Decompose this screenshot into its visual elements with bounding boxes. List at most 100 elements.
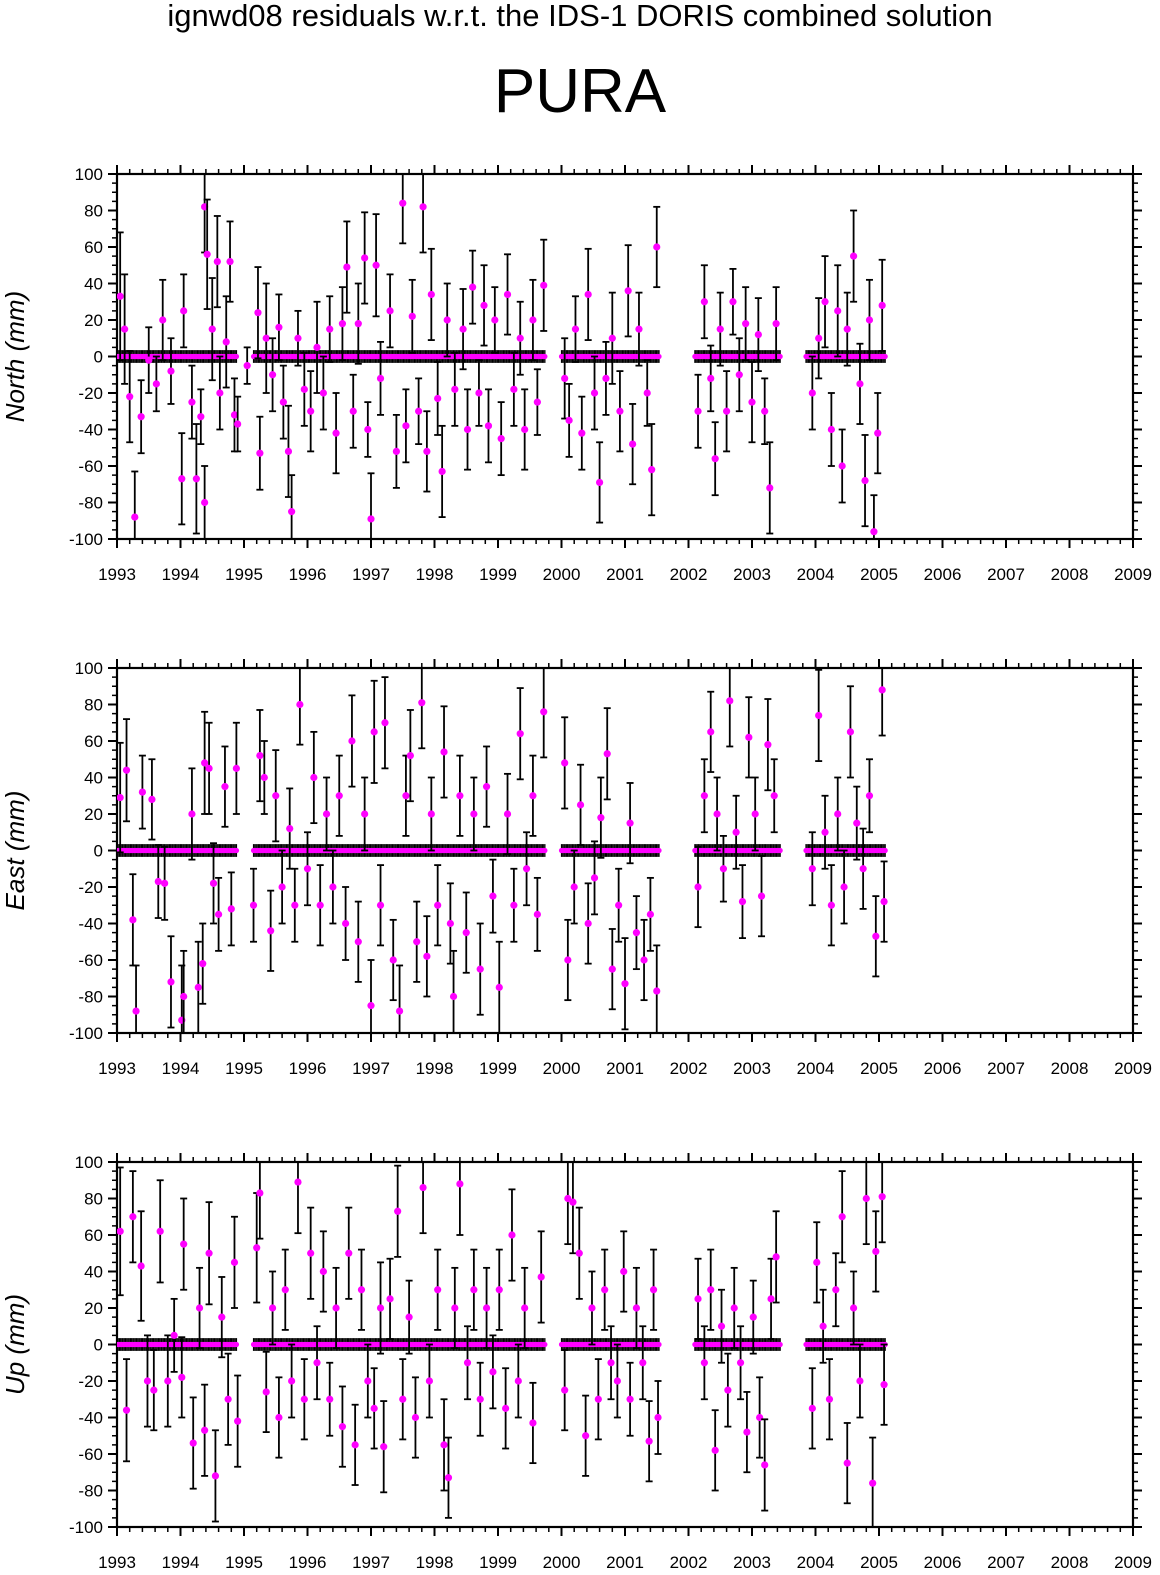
zero-data-point (778, 354, 783, 359)
data-point (694, 408, 701, 415)
x-tick-label: 2000 (543, 1553, 581, 1572)
x-tick-label: 2006 (924, 565, 962, 584)
x-tick-label: 1995 (225, 565, 263, 584)
data-point (188, 399, 195, 406)
y-tick-label: -20 (78, 384, 103, 403)
data-point (464, 426, 471, 433)
data-point (585, 920, 592, 927)
data-point (609, 335, 616, 342)
data-point (159, 316, 166, 323)
data-point (856, 380, 863, 387)
data-point (180, 307, 187, 314)
x-tick-label: 1998 (416, 1059, 454, 1078)
data-point (310, 774, 317, 781)
data-point (447, 920, 454, 927)
y-tick-label: 20 (84, 311, 103, 330)
data-point (329, 883, 336, 890)
data-point (361, 810, 368, 817)
data-point (396, 1008, 403, 1015)
data-point (355, 938, 362, 945)
data-point (209, 326, 216, 333)
x-tick-label: 2003 (733, 1059, 771, 1078)
y-tick-label: 40 (84, 275, 103, 294)
x-tick-label: 2002 (670, 1059, 708, 1078)
zero-data-point (234, 1342, 239, 1347)
y-tick-label: -20 (78, 1372, 103, 1391)
data-point (534, 399, 541, 406)
x-tick-label: 2004 (797, 1059, 835, 1078)
data-point (834, 810, 841, 817)
data-point (304, 865, 311, 872)
data-point (145, 357, 152, 364)
data-point (504, 291, 511, 298)
data-point (809, 865, 816, 872)
data-point (866, 792, 873, 799)
data-point (469, 284, 476, 291)
data-point (566, 417, 573, 424)
y-tick-label: 40 (84, 769, 103, 788)
data-point (197, 413, 204, 420)
data-point (872, 933, 879, 940)
zero-data-point (542, 848, 547, 853)
data-point (510, 386, 517, 393)
data-point (139, 789, 146, 796)
zero-data-point (778, 1342, 783, 1347)
data-point (483, 783, 490, 790)
data-point (121, 326, 128, 333)
data-point (629, 441, 636, 448)
data-point (815, 712, 822, 719)
data-point (713, 810, 720, 817)
data-point (736, 371, 743, 378)
x-tick-label: 2008 (1051, 565, 1089, 584)
data-point (571, 883, 578, 890)
data-point (485, 422, 492, 429)
x-tick-label: 1996 (289, 1059, 327, 1078)
data-point (204, 251, 211, 258)
data-point (215, 911, 222, 918)
x-tick-label: 1998 (416, 565, 454, 584)
data-point (291, 902, 298, 909)
up-axis-title: Up (mm) (0, 1294, 30, 1395)
data-point (180, 993, 187, 1000)
data-point (529, 792, 536, 799)
data-point (870, 528, 877, 535)
data-point (288, 508, 295, 515)
x-tick-label: 1999 (479, 1553, 517, 1572)
x-tick-label: 2002 (670, 1553, 708, 1572)
zero-data-point (542, 1342, 547, 1347)
data-point (644, 389, 651, 396)
y-tick-label: 0 (94, 842, 103, 861)
data-point (233, 765, 240, 772)
data-point (850, 253, 857, 260)
data-point (874, 430, 881, 437)
data-point (350, 408, 357, 415)
data-point (280, 399, 287, 406)
data-point (317, 902, 324, 909)
data-point (729, 298, 736, 305)
data-point (821, 829, 828, 836)
data-point (263, 335, 270, 342)
data-point (615, 902, 622, 909)
data-point (364, 426, 371, 433)
data-point (640, 956, 647, 963)
data-point (126, 393, 133, 400)
data-point (847, 728, 854, 735)
data-point (117, 794, 124, 801)
data-point (707, 728, 714, 735)
data-point (853, 820, 860, 827)
data-point (294, 335, 301, 342)
data-point (332, 430, 339, 437)
y-tick-label: -100 (69, 530, 103, 549)
zero-data-point (234, 354, 239, 359)
x-tick-label: 2000 (543, 1059, 581, 1078)
y-tick-label: 40 (84, 1263, 103, 1282)
x-tick-label: 2009 (1114, 565, 1152, 584)
data-point (131, 514, 138, 521)
data-point (809, 389, 816, 396)
data-point (498, 435, 505, 442)
data-point (517, 730, 524, 737)
x-tick-label: 1994 (162, 1553, 200, 1572)
data-point (167, 368, 174, 375)
data-point (440, 748, 447, 755)
data-point (496, 984, 503, 991)
